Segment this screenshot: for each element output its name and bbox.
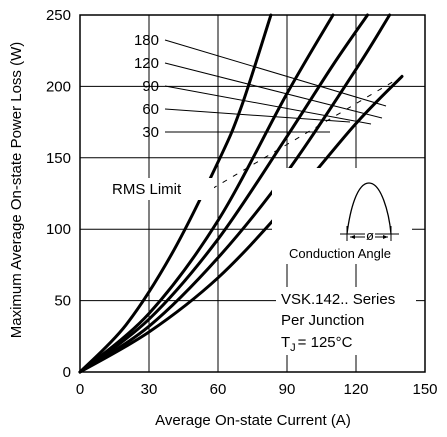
y-tick-label: 100 [46,221,71,238]
series-line-60 [78,13,392,374]
per-junction-label: Per Junction [281,312,364,329]
phi-symbol: ø [366,228,374,243]
series-leader-lines [164,39,387,133]
x-tick-label: 90 [279,381,296,398]
plot-frame [79,14,426,373]
tj-value: = 125°C [298,334,353,351]
series-name-label: VSK.142.. Series [281,291,395,308]
series-line-180 [78,13,273,374]
series-line-30 [78,74,404,374]
series-info-bg [276,287,416,355]
series-line-90 [78,13,369,374]
y-tick-label: 250 [46,7,71,24]
tj-subscript: J [290,342,296,354]
series-leader-60 [164,108,351,123]
series-label-30: 30 [142,124,159,141]
rms-limit-label: RMS Limit [112,181,182,198]
series-line-120 [78,13,335,374]
y-tick-label: 50 [54,293,71,310]
plot-border [79,14,426,373]
x-tick-label: 150 [412,381,437,398]
y-tick-label: 200 [46,78,71,95]
y-tick-label: 0 [63,364,71,381]
tick-labels: 0 30 60 90 120 150 0 50 100 150 200 250 [46,7,438,398]
series-labels: 180 120 90 60 30 [134,32,159,141]
series-label-90: 90 [142,78,159,95]
series-label-120: 120 [134,55,159,72]
series-leader-90 [164,85,372,125]
y-tick-label: 150 [46,150,71,167]
x-tick-label: 30 [141,381,158,398]
conduction-angle-icon [272,168,412,264]
series-lines [78,13,404,374]
rms-limit-line [212,75,403,190]
x-tick-label: 60 [210,381,227,398]
phi-bg [365,229,375,241]
series-leader-120 [164,62,383,119]
series-leader-180 [164,39,387,107]
series-label-180: 180 [134,32,159,49]
x-tick-label: 120 [343,381,368,398]
junction-temp-label: TJ = 125°C [281,334,353,354]
rms-limit-label-bg [114,178,214,200]
x-tick-label: 0 [76,381,84,398]
tj-symbol: T [281,334,290,351]
y-axis-label: Maximum Average On-state Power Loss (W) [8,42,25,338]
conduction-angle-label: Conduction Angle [289,246,391,261]
x-axis-label: Average On-state Current (A) [155,412,351,429]
series-label-60: 60 [142,101,159,118]
rms-limit-layer [212,75,403,190]
